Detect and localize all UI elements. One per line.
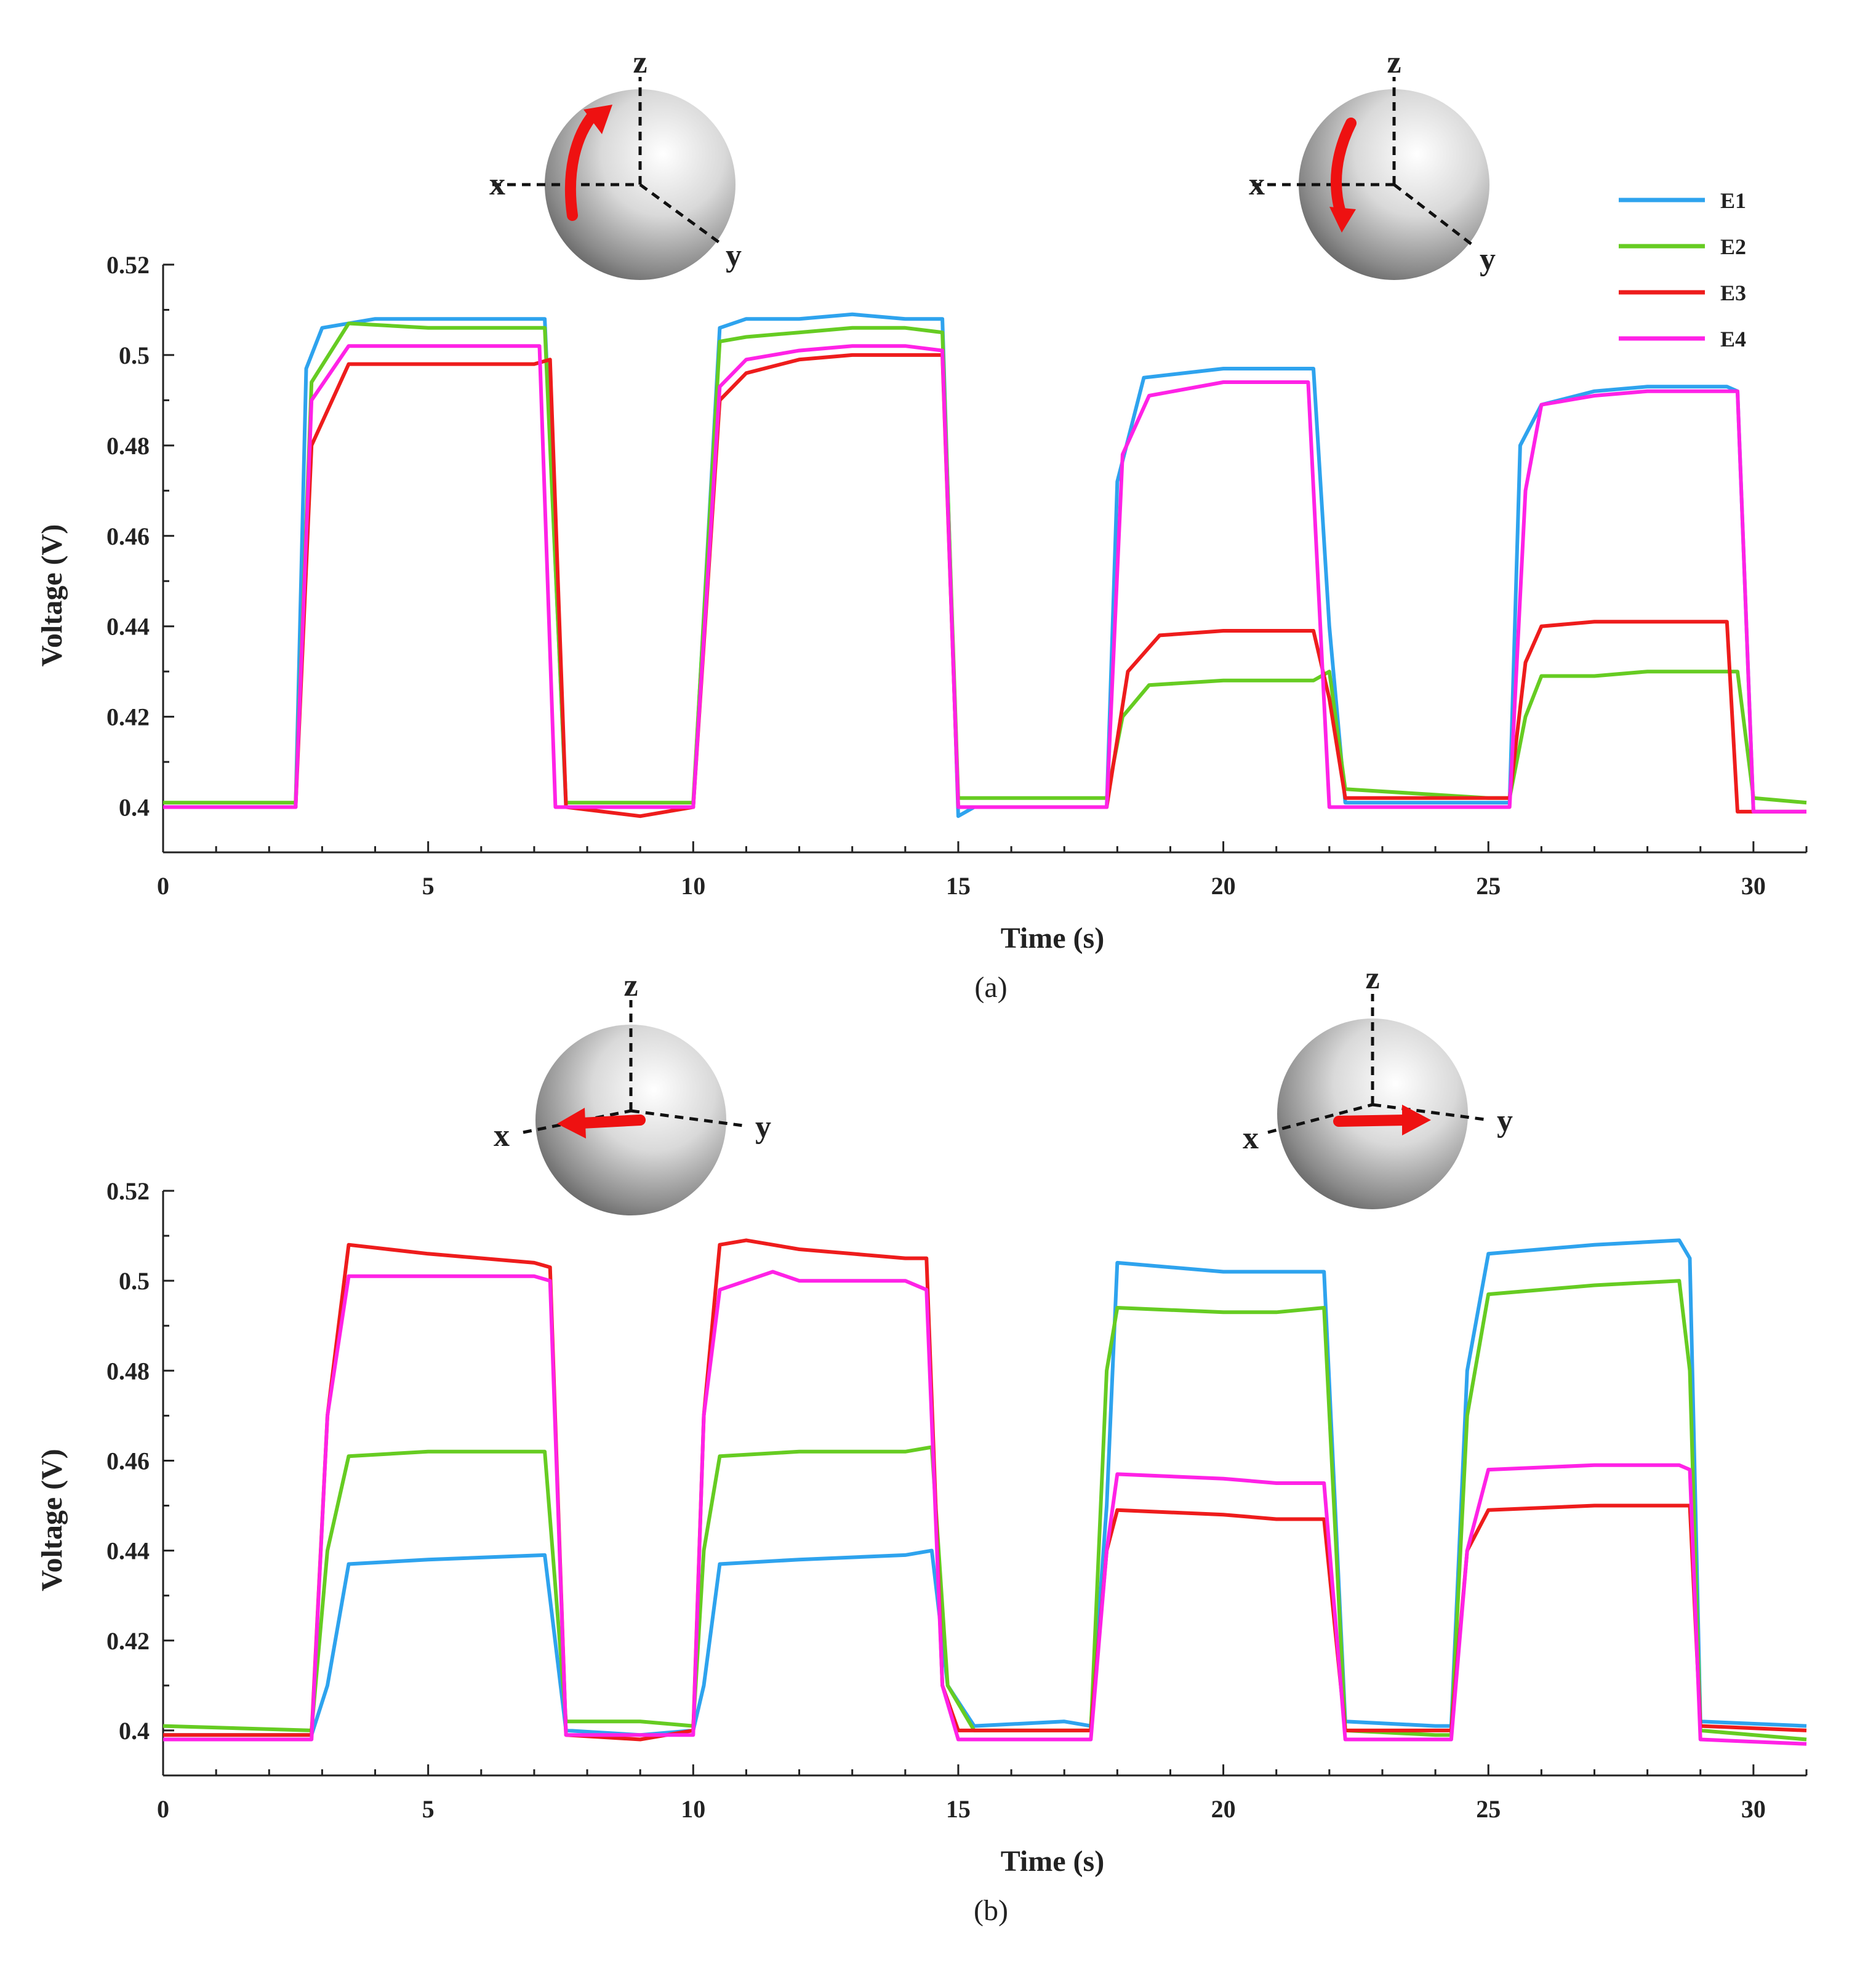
series-line-e2	[162, 1279, 1807, 1742]
translation-negative-y-icon: x y z	[494, 968, 771, 1215]
x-tick-label: 15	[946, 872, 971, 900]
x-tick-label: 20	[1211, 1795, 1236, 1823]
x-axis-title: Time (s)	[1001, 922, 1104, 954]
axis-label-x: x	[1243, 1121, 1259, 1156]
series-line-e3	[163, 1238, 1807, 1742]
series-line-e4	[163, 1270, 1807, 1746]
y-tick-label: 0.48	[106, 432, 150, 460]
y-tick-label: 0.44	[106, 1537, 150, 1565]
x-tick-label: 0	[157, 1795, 169, 1823]
x-tick-label: 25	[1476, 872, 1501, 900]
legend: E1 E2 E3 E4	[1619, 188, 1746, 351]
axis-label-z: z	[633, 45, 647, 80]
y-tick-label: 0.42	[106, 703, 150, 731]
y-tick-label: 0.4	[119, 1717, 150, 1745]
axis-label-z: z	[1365, 961, 1379, 996]
legend-label-e3: E3	[1720, 281, 1746, 305]
x-tick-label: 30	[1741, 1795, 1766, 1823]
x-tick-label: 15	[946, 1795, 971, 1823]
axis-label-x: x	[494, 1118, 510, 1153]
series-line-e4	[163, 344, 1806, 814]
x-tick-label: 5	[422, 1795, 435, 1823]
translation-positive-y-icon: x y z	[1243, 961, 1513, 1209]
x-tick-label: 10	[681, 872, 705, 900]
y-axis-title: Voltage (V)	[36, 1449, 68, 1591]
x-tick-label: 25	[1476, 1795, 1501, 1823]
x-tick-label: 5	[422, 872, 435, 900]
panel-label: (a)	[974, 971, 1007, 1004]
y-tick-label: 0.42	[106, 1627, 150, 1655]
x-tick-label: 0	[157, 872, 169, 900]
y-tick-label: 0.48	[106, 1357, 150, 1385]
y-tick-label: 0.44	[106, 613, 150, 641]
y-tick-label: 0.4	[119, 794, 150, 822]
series-line-e1	[163, 312, 1806, 818]
x-tick-label: 10	[681, 1795, 705, 1823]
series-line-e2	[163, 321, 1807, 805]
x-tick-label: 20	[1211, 872, 1236, 900]
chart-panel-a: 0 5 10 15 20 25 30 0.4 0.42 0.44 0.46 0.48 0.5 0.52 Ti…	[36, 251, 1808, 1004]
y-tick-label: 0.46	[106, 1447, 150, 1475]
x-tick-label: 30	[1741, 872, 1766, 900]
y-tick-label: 0.46	[106, 522, 150, 550]
y-tick-label: 0.5	[119, 342, 150, 369]
axis-label-z: z	[1387, 45, 1401, 80]
y-tick-label: 0.52	[106, 1177, 150, 1205]
axis-label-x: x	[1249, 167, 1265, 202]
legend-label-e4: E4	[1720, 327, 1746, 351]
y-axis-title: Voltage (V)	[36, 524, 68, 667]
axis-label-z: z	[623, 968, 638, 1003]
chart-panel-b: 0 5 10 15 20 25 30 0.4 0.42 0.44 0.46 0.48 0.5 0.52 Ti…	[36, 1177, 1808, 1927]
series-line-e3	[163, 353, 1806, 818]
axis-label-y: y	[726, 238, 742, 273]
legend-label-e2: E2	[1720, 234, 1746, 259]
y-tick-label: 0.5	[119, 1267, 150, 1295]
y-tick-label: 0.52	[106, 251, 150, 279]
panel-label: (b)	[974, 1894, 1008, 1927]
rotation-down-icon: x y z	[1249, 45, 1496, 280]
series-line-e1	[163, 1238, 1807, 1737]
axis-label-x: x	[489, 167, 505, 202]
rotation-up-icon: x y z	[489, 45, 742, 280]
axis-label-y: y	[1497, 1103, 1513, 1139]
legend-label-e1: E1	[1720, 188, 1746, 213]
x-axis-title: Time (s)	[1001, 1845, 1104, 1878]
axis-label-y: y	[1480, 242, 1496, 277]
axis-label-y: y	[755, 1110, 771, 1145]
